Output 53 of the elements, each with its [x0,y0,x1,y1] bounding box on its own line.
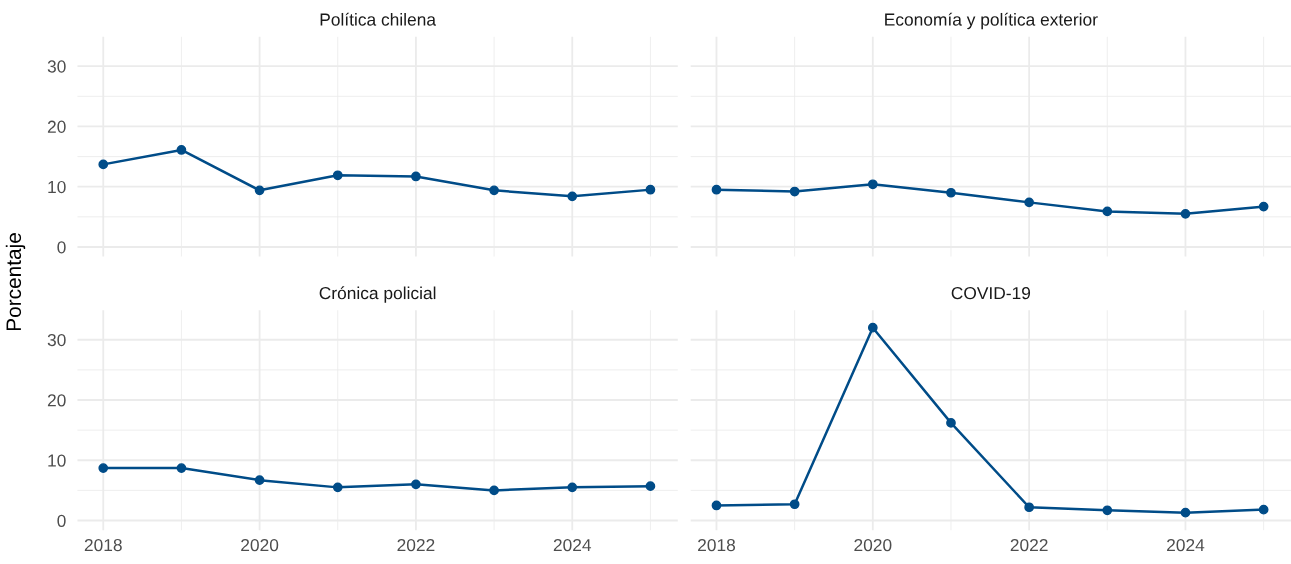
y-tick-label: 20 [47,394,66,407]
point [411,171,421,182]
point [1024,502,1035,513]
point [567,191,578,202]
point [98,463,109,473]
point [1180,507,1191,518]
point [946,187,956,198]
point [1102,206,1113,217]
point [867,322,878,333]
point [411,479,421,490]
y-tick-label: 0 [57,241,66,254]
point [789,499,800,510]
point [489,185,499,196]
y-tick-label: 10 [48,454,66,467]
point [1258,504,1269,515]
point [946,418,956,428]
point [1180,208,1191,219]
point [176,145,187,155]
x-tick-label: 2018 [84,538,122,552]
x-tick-label: 2022 [397,538,435,552]
point [332,170,343,181]
point [1102,505,1113,516]
point [176,463,187,473]
point [254,185,265,196]
x-tick-label: 2024 [1167,538,1205,552]
point [645,184,656,195]
point [645,481,656,492]
y-tick-label: 0 [57,514,66,527]
chart-title: Política chilena [320,12,437,26]
chart-title: Crónica policial [319,286,436,303]
y-tick-label: 30 [47,60,66,73]
point [789,186,800,197]
point [711,184,722,195]
x-tick-label: 2024 [553,538,592,552]
y-axis-title: Porcentaje [5,233,26,331]
y-tick-label: 30 [47,333,66,347]
point [1024,197,1035,208]
x-tick-label: 2020 [854,538,892,552]
y-tick-label: 10 [48,180,66,194]
chart-title: Economía y política exterior [885,12,1098,30]
x-tick-label: 2020 [241,538,279,552]
y-tick-label: 20 [47,120,66,133]
x-tick-label: 2018 [698,538,736,552]
point [567,482,578,493]
point [867,179,878,190]
point [98,159,109,170]
chart-title: COVID-19 [951,286,1031,300]
x-tick-label: 2022 [1010,538,1048,552]
point [711,500,722,511]
point [254,475,265,486]
point [332,482,343,493]
point [489,485,499,496]
point [1258,201,1269,212]
